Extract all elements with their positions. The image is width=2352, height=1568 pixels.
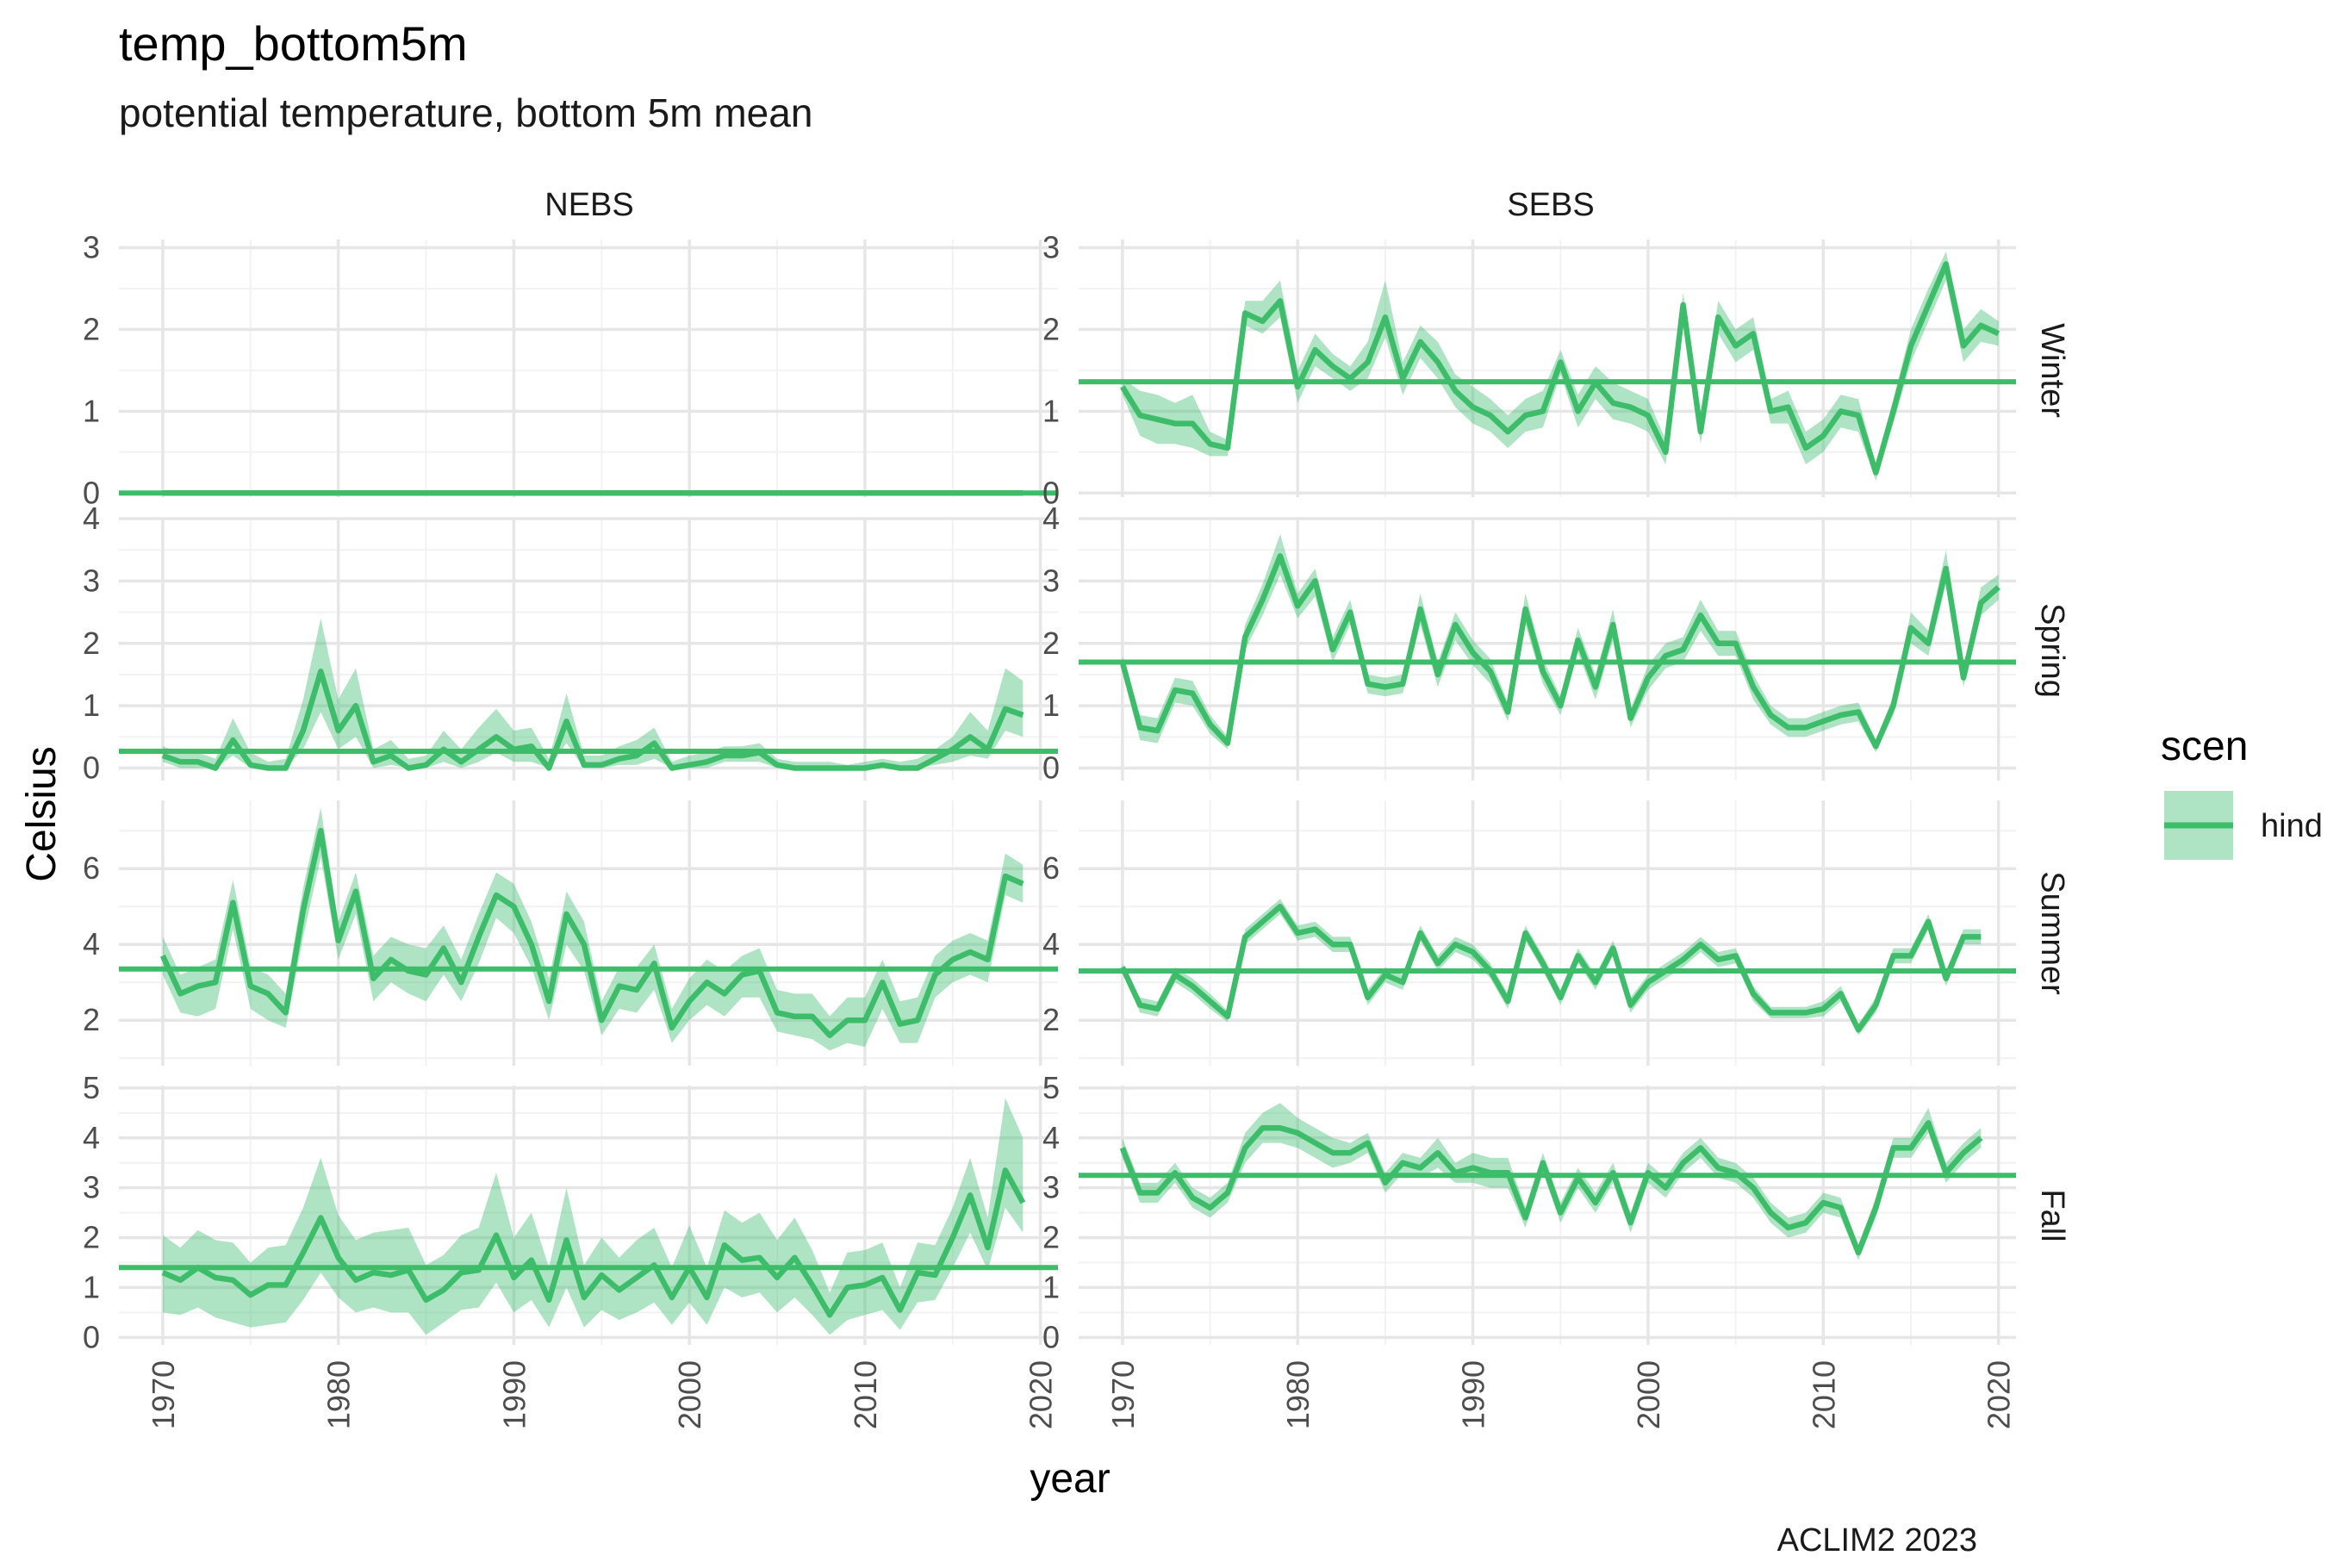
y-tick-label: 4: [83, 1120, 100, 1155]
y-tick-label: 2: [1042, 311, 1060, 346]
y-tick-label: 0: [83, 1319, 100, 1354]
chart-subtitle: potential temperature, bottom 5m mean: [119, 90, 813, 135]
panel-nebs-spring: 0 1 2 3 4: [83, 501, 1058, 786]
y-tick-label: 4: [1042, 501, 1060, 536]
y-tick-label: 3: [83, 563, 100, 598]
series-line-sebs-winter: [1120, 261, 2000, 476]
y-tick-label: 2: [83, 625, 100, 661]
strip-label-spring: Spring: [2034, 603, 2070, 698]
strip-label-winter: Winter: [2034, 323, 2070, 418]
y-tick-label: 1: [83, 393, 100, 428]
x-axis-label: year: [1030, 1456, 1110, 1502]
y-tick-label: 3: [83, 229, 100, 264]
x-tick-label: 2000: [1631, 1360, 1666, 1429]
y-tick-label: 2: [1042, 625, 1060, 661]
y-tick-label: 0: [83, 475, 100, 510]
y-tick-label: 1: [1042, 1269, 1060, 1304]
y-tick-label: 3: [83, 1170, 100, 1205]
x-tick-label: 1980: [1280, 1360, 1316, 1429]
series-line-sebs-summer: [1119, 903, 1982, 1033]
y-tick-label: 6: [83, 850, 100, 886]
panel-sebs-summer: 2 4 6: [1042, 800, 2016, 1066]
y-tick-label: 1: [1042, 688, 1060, 723]
series-line-nebs-summer: [159, 827, 1024, 1039]
x-tick-label: 1980: [321, 1360, 357, 1429]
y-tick-label: 1: [83, 1269, 100, 1304]
y-tick-label: 2: [83, 1220, 100, 1255]
y-tick-label: 4: [83, 926, 100, 961]
y-tick-label: 3: [1042, 229, 1060, 264]
y-tick-label: 0: [1042, 1319, 1060, 1354]
uncertainty-band-sebs-spring: [1122, 534, 1999, 753]
y-tick-label: 4: [83, 501, 100, 536]
panel-sebs-fall: 0 1 2 3 4 5 1970 1980 1990 2000 2010 2020: [1042, 1070, 2017, 1429]
series-line-sebs-fall: [1119, 1120, 1983, 1256]
y-tick-label: 5: [83, 1070, 100, 1105]
y-tick-label: 0: [83, 750, 100, 786]
y-tick-label: 3: [1042, 563, 1060, 598]
strip-label-summer: Summer: [2034, 871, 2070, 995]
legend-title: scen: [2161, 724, 2248, 769]
x-tick-label: 2020: [1024, 1360, 1059, 1429]
y-tick-label: 3: [1042, 1170, 1060, 1205]
x-tick-label: 1970: [1105, 1360, 1141, 1429]
x-tick-label: 2020: [1982, 1360, 2017, 1429]
legend-entry-hind: hind: [2261, 808, 2323, 844]
uncertainty-band-nebs-spring: [162, 618, 1024, 768]
panel-sebs-spring: 0 1 2 3 4: [1042, 501, 2016, 786]
panel-sebs-winter: 0 1 2 3: [1042, 229, 2016, 510]
panel-nebs-summer: 2 4 6: [83, 800, 1058, 1066]
y-tick-label: 1: [83, 688, 100, 723]
strip-label-nebs: NEBS: [544, 187, 633, 223]
chart-title: temp_bottom5m: [119, 16, 468, 71]
y-tick-label: 6: [1042, 850, 1060, 886]
y-axis-label: Celsius: [19, 746, 65, 881]
panel-nebs-fall: 0 1 2 3 4 5 1970 1980 1990 2000 2010 2020: [83, 1070, 1059, 1429]
strip-label-fall: Fall: [2034, 1189, 2070, 1241]
uncertainty-band-nebs-summer: [162, 807, 1024, 1051]
y-tick-label: 2: [1042, 1002, 1060, 1037]
y-tick-label: 0: [1042, 750, 1060, 786]
y-tick-label: 5: [1042, 1070, 1060, 1105]
legend: scen hind: [2161, 724, 2323, 860]
y-tick-label: 2: [83, 311, 100, 346]
x-tick-label: 2010: [1806, 1360, 1841, 1429]
chart-caption: ACLIM2 2023: [1777, 1522, 1977, 1559]
series-line-nebs-fall: [161, 1167, 1026, 1318]
x-tick-label: 1970: [146, 1360, 181, 1429]
y-tick-label: 1: [1042, 393, 1060, 428]
x-tick-label: 1990: [1456, 1360, 1491, 1429]
x-tick-label: 1990: [496, 1360, 532, 1429]
y-tick-label: 4: [1042, 926, 1060, 961]
y-tick-label: 4: [1042, 1120, 1060, 1155]
x-tick-label: 2010: [848, 1360, 883, 1429]
strip-label-sebs: SEBS: [1507, 187, 1594, 223]
y-tick-label: 2: [1042, 1220, 1060, 1255]
panel-nebs-winter: 0 1 2 3: [83, 229, 1058, 510]
x-tick-label: 2000: [672, 1360, 707, 1429]
y-tick-label: 0: [1042, 475, 1060, 510]
series-line-nebs-spring: [161, 669, 1024, 771]
y-tick-label: 2: [83, 1002, 100, 1037]
series-line-sebs-spring: [1119, 553, 2000, 750]
